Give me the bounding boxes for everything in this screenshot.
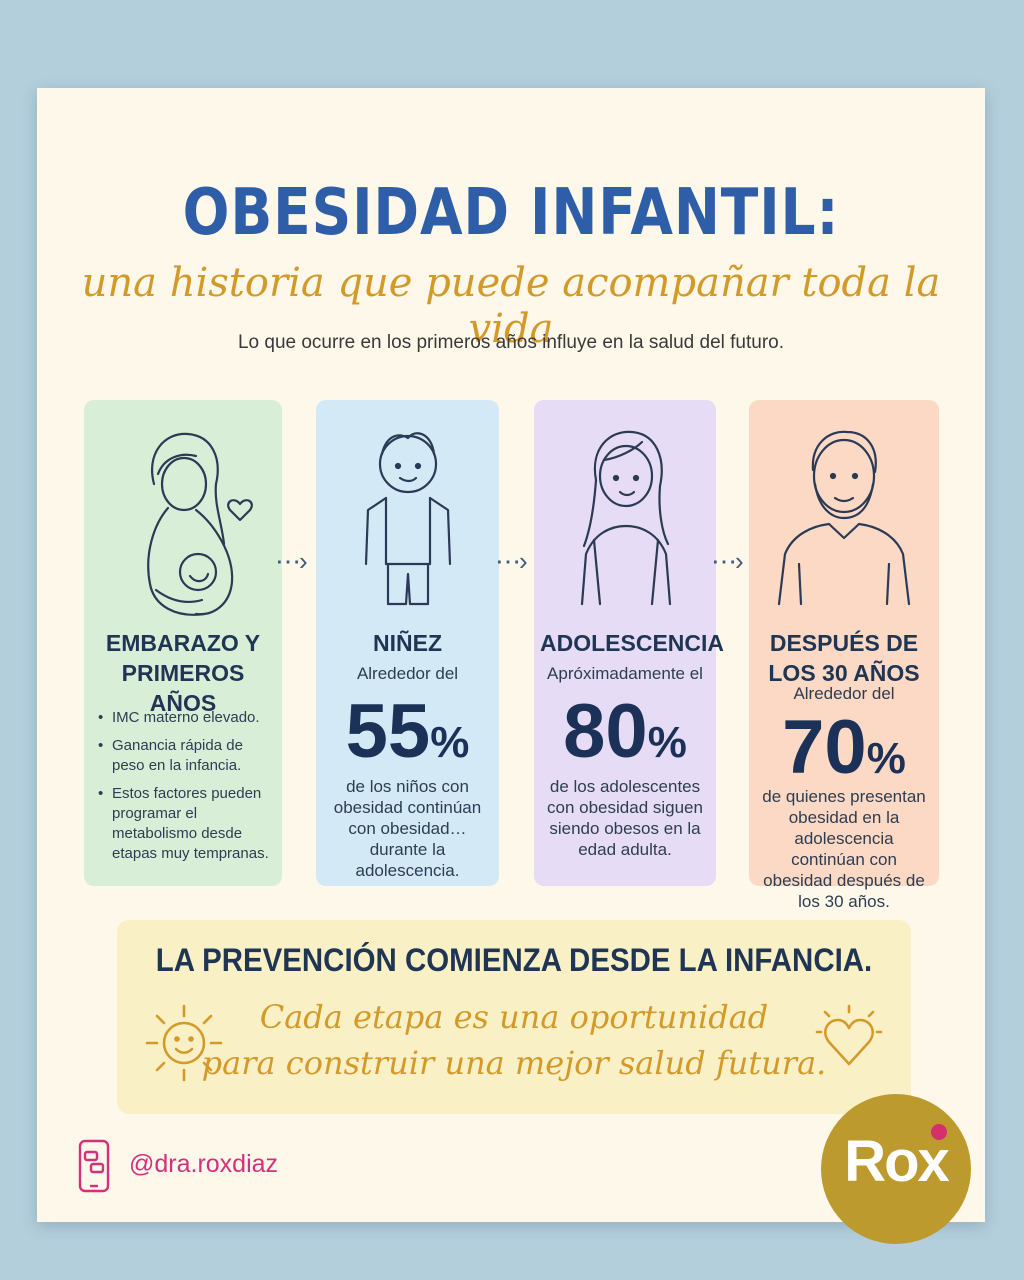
- teen-girl-icon: [534, 414, 716, 624]
- stat-value: 70%: [749, 708, 939, 799]
- pregnant-woman-icon: [84, 414, 282, 624]
- brand-logo: Rox: [821, 1094, 971, 1244]
- stat-description: de los adolescentes con obesidad siguen …: [547, 777, 703, 859]
- stage-card-adulthood: DESPUÉS DE LOS 30 AÑOS Alrededor del 70%…: [749, 400, 939, 911]
- infographic-poster: OBESIDAD INFANTIL: una historia que pued…: [37, 88, 985, 1244]
- banner-title: LA PREVENCIÓN COMIENZA DESDE LA INFANCIA…: [155, 942, 873, 978]
- percent-sign: %: [866, 734, 906, 783]
- list-item: IMC materno elevado.: [98, 708, 274, 728]
- list-item: Estos factores pueden programar el metab…: [98, 784, 274, 864]
- logo-dot: [931, 1124, 947, 1140]
- social-handle[interactable]: @dra.roxdiaz: [129, 1150, 279, 1178]
- stat-number: 55: [345, 689, 431, 774]
- list-item: Ganancia rápida de peso en la infancia.: [98, 736, 274, 776]
- percent-sign: %: [430, 718, 470, 767]
- prevention-banner: LA PREVENCIÓN COMIENZA DESDE LA INFANCIA…: [117, 920, 911, 1114]
- stat-number: 80: [563, 689, 648, 774]
- stage-title: DESPUÉS DE LOS 30 AÑOS: [768, 630, 920, 686]
- stage-card-adolescence: ADOLESCENCIA Apróximadamente el 80% de l…: [534, 400, 725, 886]
- heart-icon: [815, 1004, 883, 1066]
- risk-factor-list: IMC materno elevado. Ganancia rápida de …: [98, 708, 274, 872]
- stat-description: de quienes presentan obesidad en la adol…: [762, 787, 926, 911]
- stage-card-pregnancy: EMBARAZO Y PRIMEROS AÑOS IMC materno ele…: [84, 400, 282, 886]
- stat-description: de los niños con obesidad continúan con …: [333, 777, 482, 880]
- stage-title: EMBARAZO Y PRIMEROS AÑOS: [105, 630, 261, 716]
- stage-card-childhood: NIÑEZ Alrededor del 55% de los niños con…: [316, 400, 499, 886]
- lead-text: Lo que ocurre en los primeros años influ…: [237, 332, 785, 353]
- sun-icon: [145, 1004, 223, 1082]
- stat-value: 80%: [534, 692, 716, 783]
- logo-text: Rox: [844, 1129, 950, 1194]
- arrow-icon: ⋯›: [495, 546, 528, 576]
- stat-intro: Alrededor del: [356, 664, 459, 683]
- stat-intro: Alrededor del: [793, 684, 895, 703]
- page-title: OBESIDAD INFANTIL:: [182, 176, 840, 250]
- stat-intro: Apróximadamente el: [547, 664, 703, 683]
- stage-title: NIÑEZ: [373, 630, 442, 656]
- adult-man-icon: [749, 414, 939, 624]
- page-subtitle: una historia que puede acompañar toda la…: [81, 260, 941, 352]
- banner-line: para construir una mejor salud futura.: [201, 1044, 827, 1082]
- phone-chat-icon: [78, 1139, 110, 1193]
- stat-value: 55%: [316, 692, 499, 783]
- percent-sign: %: [647, 718, 687, 767]
- banner-line: Cada etapa es una oportunidad: [259, 998, 769, 1036]
- boy-icon: [316, 414, 499, 624]
- stat-number: 70: [782, 705, 867, 790]
- arrow-icon: ⋯›: [711, 546, 744, 576]
- stage-title: ADOLESCENCIA: [540, 630, 725, 656]
- arrow-icon: ⋯›: [275, 546, 308, 576]
